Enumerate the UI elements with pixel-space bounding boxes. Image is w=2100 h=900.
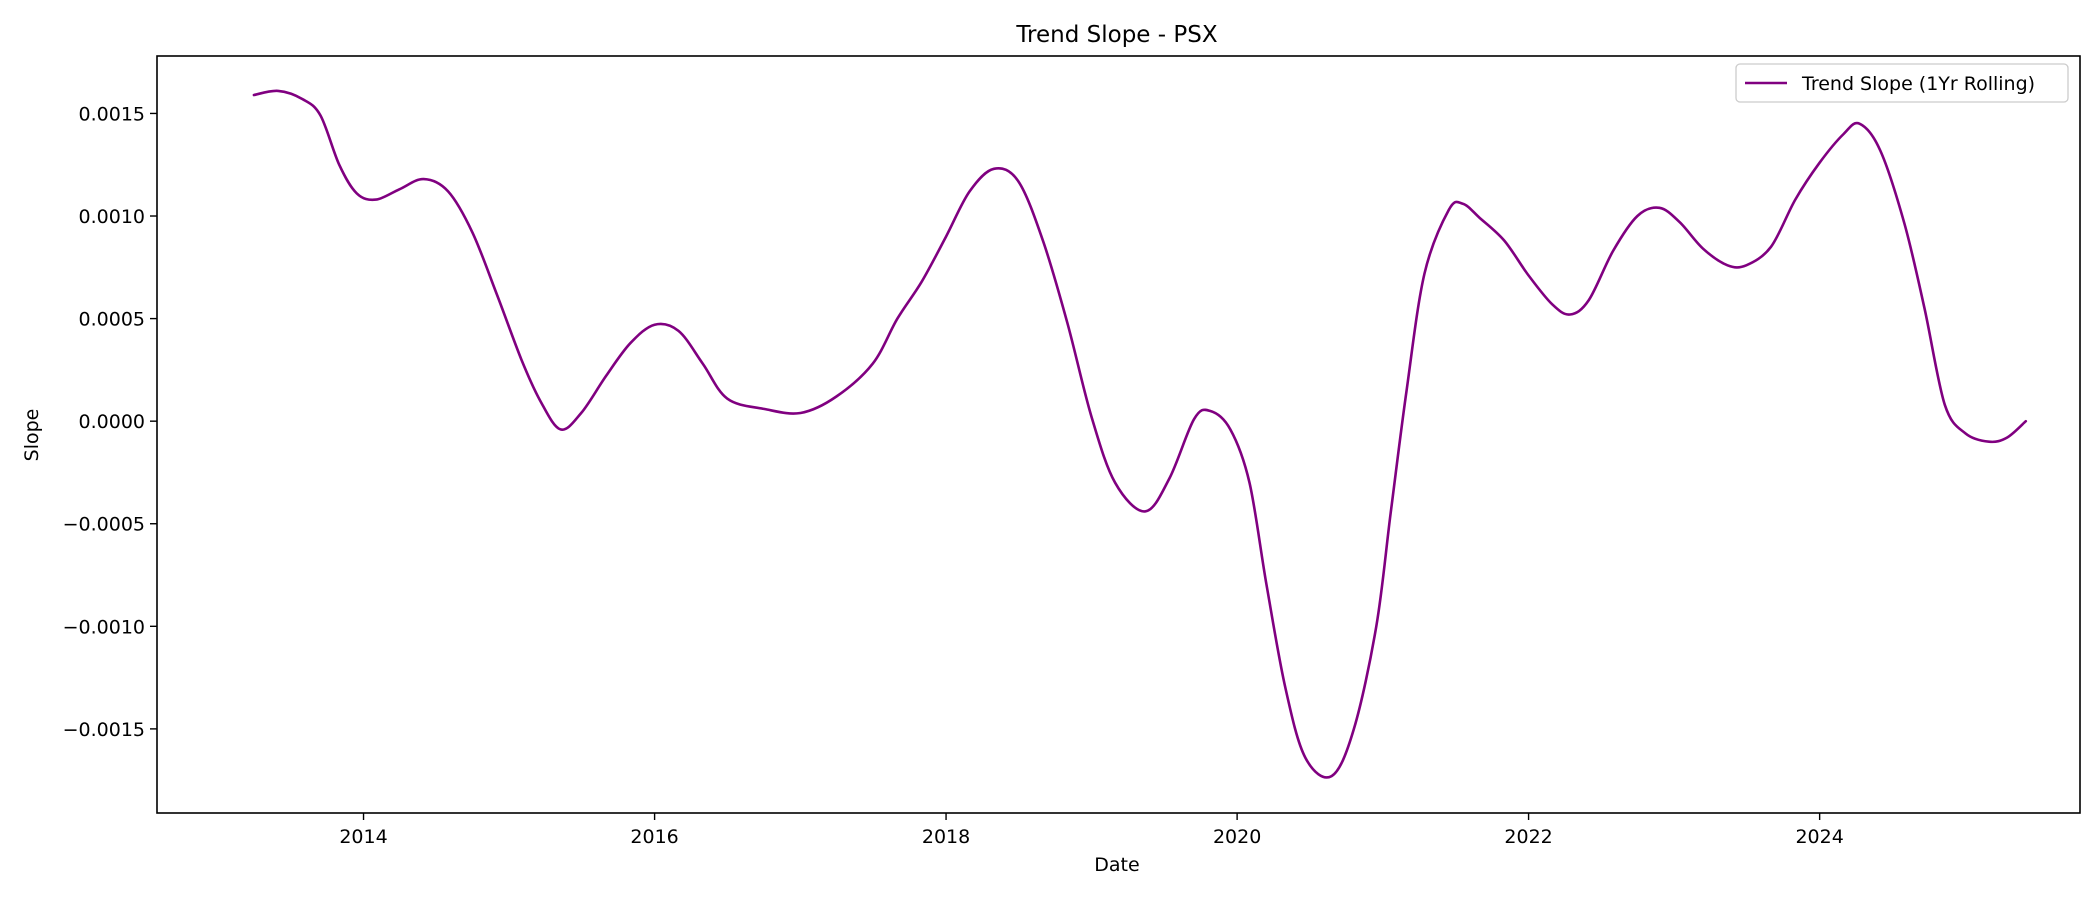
x-axis: 2014 2016 2018 2020 2022 2024 [339,813,1844,848]
y-tick-label: −0.0010 [63,616,145,638]
x-axis-label: Date [1094,854,1139,876]
y-tick-label: 0.0005 [79,309,145,331]
legend: Trend Slope (1Yr Rolling) [1735,63,2069,103]
chart-title: Trend Slope - PSX [1015,22,1217,48]
x-tick-label: 2024 [1795,826,1843,848]
series-line [252,89,2028,779]
legend-label: Trend Slope (1Yr Rolling) [1801,73,2035,95]
y-tick-label: 0.0010 [79,206,145,228]
y-axis-label: Slope [21,409,43,462]
y-tick-label: 0.0000 [79,411,145,433]
y-tick-label: 0.0015 [79,103,145,125]
x-tick-label: 2016 [630,826,678,848]
x-tick-label: 2020 [1213,826,1261,848]
x-tick-label: 2018 [922,826,970,848]
y-axis: 0.0015 0.0010 0.0005 0.0000 −0.0005 −0.0010 −0… [63,103,157,741]
series-layer [252,89,2028,779]
y-tick-label: −0.0005 [63,514,145,536]
legend-box [1735,63,2069,103]
plot-area [156,55,2081,814]
x-tick-label: 2022 [1504,826,1552,848]
y-tick-label: −0.0015 [63,719,145,741]
x-tick-label: 2014 [339,826,387,848]
